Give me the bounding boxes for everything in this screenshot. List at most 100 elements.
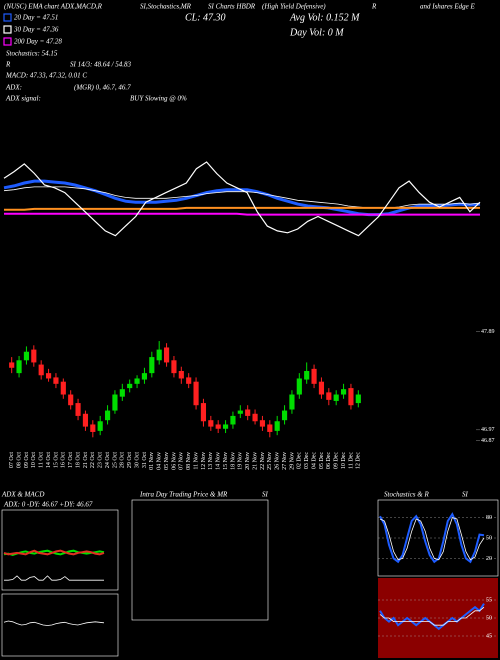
legend-label: 30 Day = 47.36 xyxy=(13,26,59,34)
x-tick-label: 07 Oct xyxy=(9,452,15,468)
candle-body xyxy=(245,409,251,416)
candle-body xyxy=(267,424,273,432)
candle-body xyxy=(9,362,15,368)
x-tick-label: 30 Oct xyxy=(134,452,140,468)
indicator-text: R xyxy=(5,61,11,69)
candle-body xyxy=(119,389,125,397)
candle-body xyxy=(97,421,103,431)
header-text: SI,Stochastics,MR xyxy=(140,3,192,11)
candle-body xyxy=(163,347,170,363)
x-tick-label: 07 Nov xyxy=(179,452,185,470)
indicator-text: ADX: xyxy=(5,84,22,92)
candle-body xyxy=(311,368,317,384)
ma-line xyxy=(4,206,480,211)
x-tick-label: 12 Nov xyxy=(201,452,207,470)
candle-body xyxy=(31,349,37,363)
indicator-line xyxy=(3,620,105,626)
y-tick-label: 80 xyxy=(486,515,492,521)
x-tick-label: 06 Dec xyxy=(326,452,332,469)
indicator-line xyxy=(379,512,485,564)
indicator-text: SI 14/3: 48.64 / 54.83 xyxy=(70,61,132,69)
candle-body xyxy=(68,394,74,406)
indicator-text: (MGR) 0, 46.7, 46.7 xyxy=(74,84,131,92)
candle-body xyxy=(318,381,325,395)
x-tick-label: 13 Nov xyxy=(208,452,214,470)
indicator-line xyxy=(4,575,104,581)
x-tick-label: 24 Oct xyxy=(105,452,111,468)
panel-title: SI xyxy=(462,491,469,499)
x-tick-label: 06 Nov xyxy=(171,452,177,470)
candle-body xyxy=(237,410,243,414)
x-tick-label: 22 Oct xyxy=(90,452,96,468)
header-text: (High Yield Defensive) xyxy=(262,3,326,11)
candle-body xyxy=(112,394,118,411)
x-tick-label: 04 Nov xyxy=(157,452,163,470)
panel-frame xyxy=(1,509,119,591)
x-tick-label: 01 Nov xyxy=(149,452,155,470)
x-tick-label: 15 Nov xyxy=(223,452,229,470)
y-tick-label: 47.89 xyxy=(481,329,495,335)
legend-swatch xyxy=(3,37,12,46)
candle-body xyxy=(75,403,81,416)
legend-swatch xyxy=(3,25,12,34)
panel-title: SI xyxy=(262,491,269,499)
y-tick-label: 20 xyxy=(486,556,492,562)
candle-body xyxy=(16,360,22,374)
indicator-line xyxy=(3,549,105,556)
indicator-text: ADX signal: xyxy=(5,95,41,103)
x-tick-label: 31 Oct xyxy=(142,452,148,468)
x-tick-label: 22 Nov xyxy=(260,452,266,470)
candle-body xyxy=(200,403,207,422)
x-tick-label: 29 Oct xyxy=(127,452,133,468)
x-tick-label: 17 Oct xyxy=(68,452,74,468)
candle-body xyxy=(23,351,30,361)
x-tick-label: 18 Oct xyxy=(75,452,81,468)
header-text: and Ishares Edge E xyxy=(420,3,475,11)
x-tick-label: 21 Oct xyxy=(83,452,89,468)
candle-body xyxy=(178,370,184,379)
x-tick-label: 09 Oct xyxy=(24,452,30,468)
legend-label: 20 Day = 47.51 xyxy=(14,14,58,22)
x-tick-label: 02 Dec xyxy=(297,452,303,469)
candle-body xyxy=(222,424,229,429)
candle-body xyxy=(274,421,280,431)
x-tick-label: 20 Nov xyxy=(245,452,251,470)
candle-body xyxy=(296,378,302,395)
candle-body xyxy=(149,357,155,374)
panel-subtitle: ADX: 0 -DY: 46.67 +DY: 46.67 xyxy=(3,501,93,509)
candle-body xyxy=(215,424,221,429)
candle-body xyxy=(208,420,214,427)
x-tick-label: 09 Dec xyxy=(334,452,340,469)
day-volume: Day Vol: 0 M xyxy=(289,27,344,38)
header-text: R xyxy=(371,3,377,11)
avg-volume: Avg Vol: 0.152 M xyxy=(289,12,360,23)
indicator-text: BUY Slowing @ 0% xyxy=(130,95,187,103)
x-tick-label: 27 Nov xyxy=(282,452,288,470)
x-tick-label: 05 Nov xyxy=(164,452,170,470)
candle-body xyxy=(156,349,162,361)
candle-body xyxy=(304,370,310,380)
x-tick-label: 10 Oct xyxy=(31,452,37,468)
candle-body xyxy=(90,424,96,432)
x-tick-label: 23 Oct xyxy=(98,452,104,468)
candle-body xyxy=(38,364,44,376)
x-tick-label: 28 Oct xyxy=(120,452,126,468)
panel-title: Stochastics & R xyxy=(384,491,429,499)
panel-frame xyxy=(131,499,269,621)
y-tick-label: 45 xyxy=(486,633,492,639)
indicator-text: Stochastics: 54.15 xyxy=(6,50,58,58)
y-tick-label: 46.97 xyxy=(481,427,495,433)
x-tick-label: 14 Nov xyxy=(216,452,222,470)
y-tick-label: 50 xyxy=(486,535,492,541)
legend-swatch xyxy=(3,13,12,22)
candle-body xyxy=(171,360,177,374)
y-tick-label: 55 xyxy=(486,597,492,603)
indicator-line xyxy=(379,606,485,626)
candle-body xyxy=(104,410,111,421)
candle-body xyxy=(252,413,258,422)
x-tick-label: 12 Dec xyxy=(356,452,362,469)
candle-body xyxy=(326,392,332,400)
candle-body xyxy=(289,394,295,410)
x-tick-label: 11 Dec xyxy=(348,452,354,469)
